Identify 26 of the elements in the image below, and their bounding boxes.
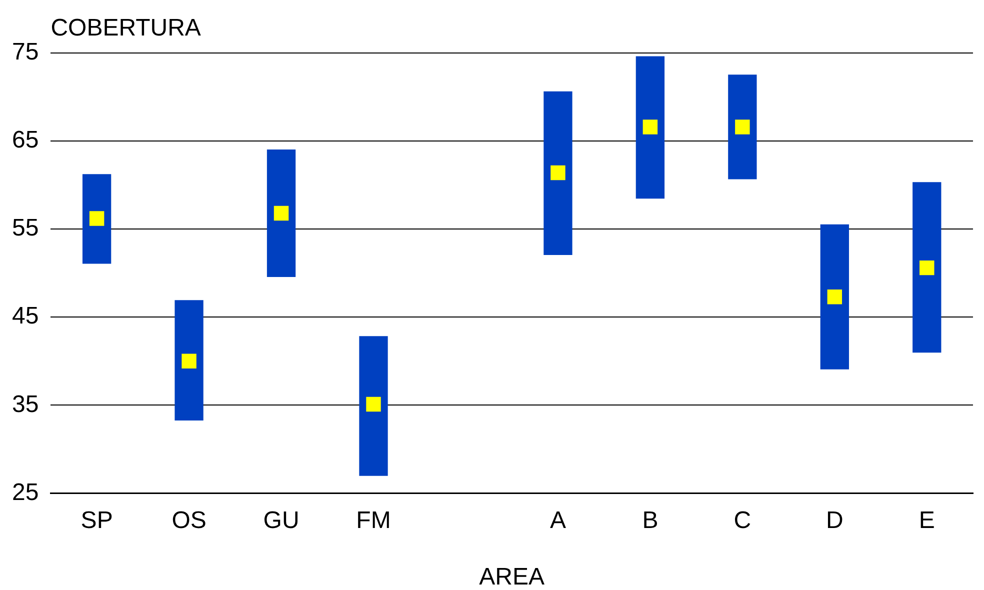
y-tick-label: 45	[12, 302, 39, 330]
bar	[544, 91, 572, 255]
bar	[359, 336, 388, 476]
x-tick-label: C	[734, 507, 752, 534]
y-tick-label: 75	[12, 38, 39, 66]
y-tick-label: 55	[12, 214, 39, 242]
x-tick-label: E	[918, 507, 935, 534]
bar	[728, 74, 757, 180]
x-tick-label: GU	[263, 507, 300, 534]
y-tick-label: 35	[12, 390, 39, 418]
bar	[266, 150, 296, 277]
bar	[82, 174, 112, 264]
x-tick-label: OS	[172, 507, 206, 534]
y-tick-label: 25	[12, 478, 39, 506]
bar	[174, 300, 204, 420]
x-tick-label: A	[550, 507, 566, 534]
bar	[636, 56, 665, 199]
x-tick-label: D	[826, 507, 844, 534]
bar	[820, 224, 849, 370]
x-tick-label: B	[642, 507, 658, 534]
x-tick-label: FM	[356, 507, 391, 534]
y-axis-title: COBERTURA	[50, 14, 201, 42]
bar	[912, 182, 942, 353]
x-axis-title: AREA	[479, 564, 545, 590]
y-tick-label: 65	[12, 126, 39, 154]
x-tick-label: SP	[80, 507, 113, 534]
